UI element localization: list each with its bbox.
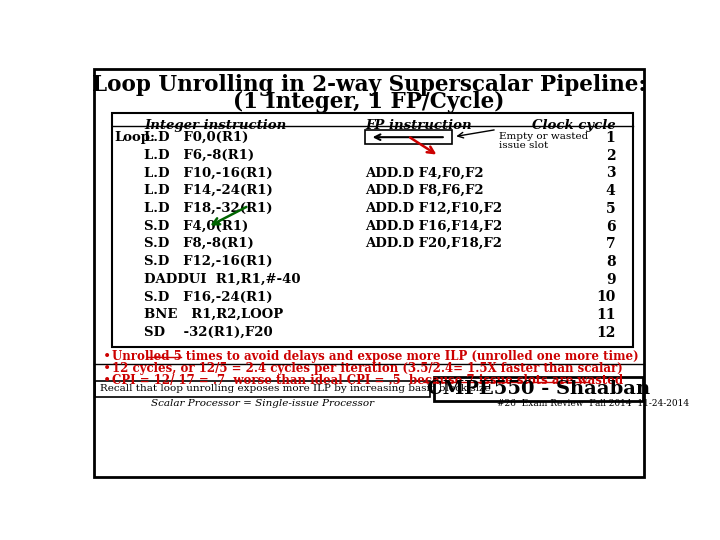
Text: 12: 12 — [596, 326, 616, 340]
Text: L.D   F18,-32(R1): L.D F18,-32(R1) — [144, 202, 273, 215]
Text: ADD.D F16,F14,F2: ADD.D F16,F14,F2 — [365, 220, 503, 233]
Text: Unrolled 5 times to avoid delays and expose more ILP (unrolled one more time): Unrolled 5 times to avoid delays and exp… — [112, 350, 639, 363]
Text: 9: 9 — [606, 273, 616, 287]
Text: CPI = 12/ 17 = .7  worse than ideal CPI = .5  because 7 issue slots are wasted: CPI = 12/ 17 = .7 worse than ideal CPI =… — [112, 374, 623, 387]
Text: 4: 4 — [606, 184, 616, 198]
Text: 5: 5 — [606, 202, 616, 216]
Text: SD    -32(R1),F20: SD -32(R1),F20 — [144, 326, 273, 339]
Text: 12 cycles, or 12/5 = 2.4 cycles per iteration (3.5/2.4= 1.5X faster than scalar): 12 cycles, or 12/5 = 2.4 cycles per iter… — [112, 362, 623, 375]
Text: FP instruction: FP instruction — [365, 119, 472, 132]
Text: L.D   F0,0(R1): L.D F0,0(R1) — [144, 131, 248, 144]
Bar — [112, 112, 632, 347]
Text: DADDUI  R1,R1,#-40: DADDUI R1,R1,#-40 — [144, 273, 301, 286]
Text: ADD.D F20,F18,F2: ADD.D F20,F18,F2 — [365, 237, 502, 250]
Bar — [365, 130, 452, 144]
Text: issue slot: issue slot — [499, 141, 549, 150]
Text: 7: 7 — [606, 237, 616, 251]
Text: Recall that loop unrolling exposes more ILP by increasing basic block size: Recall that loop unrolling exposes more … — [100, 384, 491, 394]
Text: ADD.D F12,F10,F2: ADD.D F12,F10,F2 — [365, 202, 503, 215]
Text: Loop Unrolling in 2-way Superscalar Pipeline:: Loop Unrolling in 2-way Superscalar Pipe… — [92, 74, 646, 96]
Text: ADD.D F4,F0,F2: ADD.D F4,F0,F2 — [365, 166, 484, 179]
Text: 8: 8 — [606, 255, 616, 269]
Text: 10: 10 — [596, 291, 616, 305]
Text: #26  Exam Review  Fall 2014  11-24-2014: #26 Exam Review Fall 2014 11-24-2014 — [497, 399, 689, 408]
Text: L.D   F14,-24(R1): L.D F14,-24(R1) — [144, 184, 273, 197]
Bar — [96, 381, 431, 397]
Text: S.D   F12,-16(R1): S.D F12,-16(R1) — [144, 255, 273, 268]
Text: •: • — [102, 350, 111, 364]
Text: Integer instruction: Integer instruction — [144, 119, 287, 132]
Text: S.D   F4,0(R1): S.D F4,0(R1) — [144, 220, 248, 233]
Text: •: • — [102, 362, 111, 376]
Text: ADD.D F8,F6,F2: ADD.D F8,F6,F2 — [365, 184, 484, 197]
Text: L.D   F6,-8(R1): L.D F6,-8(R1) — [144, 148, 254, 162]
Text: •: • — [102, 374, 111, 388]
Text: CMPE550 - Shaaban: CMPE550 - Shaaban — [427, 380, 650, 398]
Text: Scalar Processor = Single-issue Processor: Scalar Processor = Single-issue Processo… — [151, 399, 374, 408]
Text: 3: 3 — [606, 166, 616, 180]
Text: Loop:: Loop: — [114, 131, 156, 144]
Text: 11: 11 — [596, 308, 616, 322]
Text: 6: 6 — [606, 220, 616, 234]
Text: S.D   F8,-8(R1): S.D F8,-8(R1) — [144, 237, 254, 250]
Text: Clock cycle: Clock cycle — [532, 119, 616, 132]
Text: BNE   R1,R2,LOOP: BNE R1,R2,LOOP — [144, 308, 284, 321]
Text: L.D   F10,-16(R1): L.D F10,-16(R1) — [144, 166, 273, 179]
Bar — [434, 377, 644, 401]
Text: (1 Integer, 1 FP/Cycle): (1 Integer, 1 FP/Cycle) — [233, 91, 505, 113]
Text: 2: 2 — [606, 148, 616, 163]
Text: S.D   F16,-24(R1): S.D F16,-24(R1) — [144, 291, 273, 303]
Text: 1: 1 — [606, 131, 616, 145]
Text: Empty or wasted: Empty or wasted — [499, 132, 588, 141]
